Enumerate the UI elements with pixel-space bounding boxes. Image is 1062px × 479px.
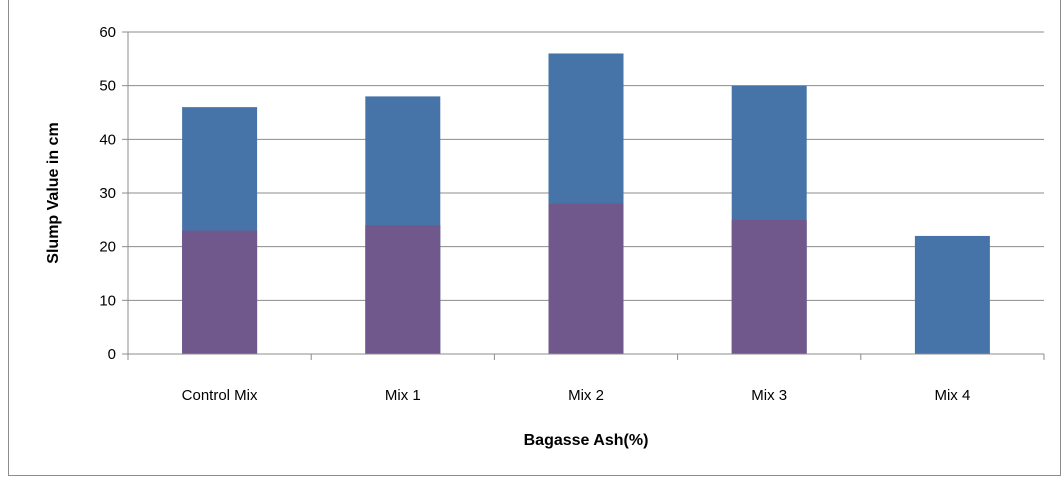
- y-tick-labels: 0 10 20 30 40 50 60: [99, 24, 116, 363]
- y-tick-label: 40: [99, 131, 116, 148]
- y-axis-title: Slump Value in cm: [45, 122, 62, 263]
- bar-2-mix-3: [731, 219, 807, 354]
- y-tick-label: 20: [99, 239, 116, 256]
- bar-2-mix-2: [548, 203, 624, 354]
- x-tick-label: Mix 2: [568, 387, 604, 404]
- y-tick-label: 50: [99, 78, 116, 95]
- x-axis-title: Bagasse Ash(%): [524, 432, 649, 449]
- y-tick-label: 30: [99, 185, 116, 202]
- axes: [122, 31, 1045, 360]
- x-tick-label: Control Mix: [182, 387, 258, 404]
- bars: [182, 53, 990, 355]
- x-tick-labels: Control Mix Mix 1 Mix 2 Mix 3 Mix 4: [182, 387, 971, 404]
- x-tick-label: Mix 3: [751, 387, 787, 404]
- y-tick-label: 0: [108, 346, 116, 363]
- x-tick-label: Mix 4: [934, 387, 970, 404]
- y-tick-label: 10: [99, 292, 116, 309]
- y-tick-label: 60: [99, 24, 116, 41]
- x-tick-label: Mix 1: [385, 387, 421, 404]
- bar-2-mix-1: [365, 225, 441, 354]
- bar-1-mix-4: [914, 235, 990, 354]
- bar-2-control-mix: [182, 230, 258, 354]
